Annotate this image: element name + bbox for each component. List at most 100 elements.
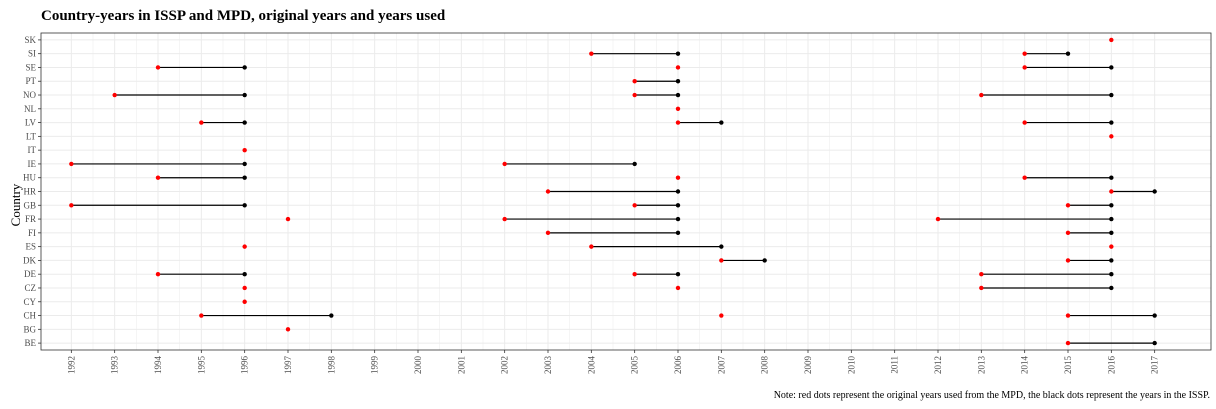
y-tick-label: LT (26, 131, 37, 141)
issp-point (1109, 120, 1114, 125)
mpd-point (589, 244, 594, 249)
issp-point (1109, 92, 1114, 98)
y-tick-label: ES (25, 242, 36, 252)
y-tick-label: HU (23, 173, 36, 183)
mpd-point (979, 285, 984, 291)
mpd-point (545, 189, 551, 194)
mpd-point (199, 120, 204, 125)
y-tick-label: IE (28, 159, 37, 169)
y-tick-label: FR (25, 214, 36, 224)
chart-note: Note: red dots represent the original ye… (773, 390, 1210, 401)
mpd-point (285, 216, 291, 222)
issp-point (1109, 258, 1114, 263)
issp-point (1152, 189, 1157, 194)
mpd-point (1022, 65, 1027, 70)
mpd-point (1065, 203, 1071, 208)
x-tick-label: 2009 (803, 356, 813, 375)
x-tick-label: 1995 (196, 356, 206, 375)
issp-point (675, 92, 681, 98)
mpd-point (1022, 175, 1027, 180)
mpd-point (979, 271, 984, 277)
issp-point (675, 203, 681, 208)
mpd-point (155, 175, 161, 180)
x-tick-label: 2010 (846, 356, 856, 375)
mpd-point (1109, 189, 1114, 194)
issp-point (675, 271, 681, 277)
y-tick-label: NL (24, 104, 36, 114)
x-tick-label: 1999 (370, 356, 380, 375)
mpd-point (632, 271, 637, 277)
x-tick-label: 2006 (673, 356, 683, 375)
x-tick-label: 2017 (1150, 356, 1160, 375)
issp-point (242, 175, 247, 180)
y-tick-label: CZ (24, 283, 36, 293)
mpd-point (242, 285, 247, 291)
issp-point (242, 92, 247, 98)
x-tick-label: 2003 (543, 356, 553, 375)
mpd-point (1065, 258, 1071, 263)
mpd-point (112, 92, 117, 98)
mpd-point (1022, 51, 1027, 56)
x-tick-label: 2015 (1063, 356, 1073, 375)
x-tick-label: 2011 (890, 356, 900, 374)
y-tick-label: CY (23, 297, 36, 307)
issp-point (329, 313, 334, 318)
mpd-point (155, 65, 161, 70)
issp-point (242, 161, 247, 167)
issp-point (675, 230, 681, 236)
issp-point (1109, 175, 1114, 180)
x-tick-label: 2013 (976, 356, 986, 375)
y-tick-label: BE (24, 338, 36, 348)
x-tick-label: 2007 (716, 356, 726, 375)
mpd-point (632, 79, 637, 84)
mpd-point (242, 147, 247, 153)
chart-title: Country-years in ISSP and MPD, original … (41, 8, 446, 24)
mpd-point (675, 175, 681, 180)
issp-point (1109, 271, 1114, 277)
issp-point (719, 244, 724, 249)
y-tick-label: HR (23, 187, 36, 197)
x-tick-label: 2002 (500, 356, 510, 374)
mpd-point (199, 313, 204, 318)
connector-segments (71, 53, 1155, 344)
data-points (69, 37, 1157, 346)
mpd-point (1065, 230, 1071, 236)
y-tick-label: BG (23, 324, 36, 334)
mpd-point (502, 216, 507, 222)
issp-point (1109, 203, 1114, 208)
mpd-point (719, 313, 724, 318)
issp-point (1109, 230, 1114, 236)
x-tick-label: 1996 (240, 356, 250, 375)
x-tick-label: 1993 (110, 356, 120, 375)
mpd-point (632, 92, 637, 98)
mpd-point (589, 51, 594, 56)
issp-point (632, 161, 637, 167)
issp-point (1152, 313, 1157, 318)
x-tick-label: 2000 (413, 356, 423, 375)
y-tick-label: SE (25, 62, 36, 72)
y-tick-label: DE (24, 269, 36, 279)
issp-point (242, 120, 247, 125)
y-tick-label: PT (25, 76, 36, 86)
y-tick-label: CH (23, 311, 36, 321)
y-tick-label: FI (28, 228, 36, 238)
issp-point (242, 271, 247, 277)
issp-point (762, 258, 767, 263)
issp-point (1109, 65, 1114, 70)
y-tick-label: SK (24, 35, 36, 45)
mpd-point (1065, 313, 1071, 318)
mpd-point (675, 65, 681, 70)
x-axis-ticks: 1992 1993 1994 1995 1996 1997 1998 1999 2000 2001… (66, 350, 1160, 375)
mpd-point (545, 230, 551, 236)
x-tick-label: 2005 (630, 356, 640, 375)
mpd-point (675, 120, 681, 125)
mpd-point (1109, 244, 1114, 249)
y-axis-ticks: BE BG CH CY CZ DE DK ES FI FR GB HR HU IE IT LT LV NL NO PT… (23, 35, 41, 348)
issp-point (675, 216, 681, 222)
issp-point (1109, 285, 1114, 291)
mpd-point (69, 161, 74, 167)
mpd-point (1109, 37, 1114, 43)
mpd-point (1065, 340, 1071, 346)
x-tick-label: 2016 (1106, 356, 1116, 375)
